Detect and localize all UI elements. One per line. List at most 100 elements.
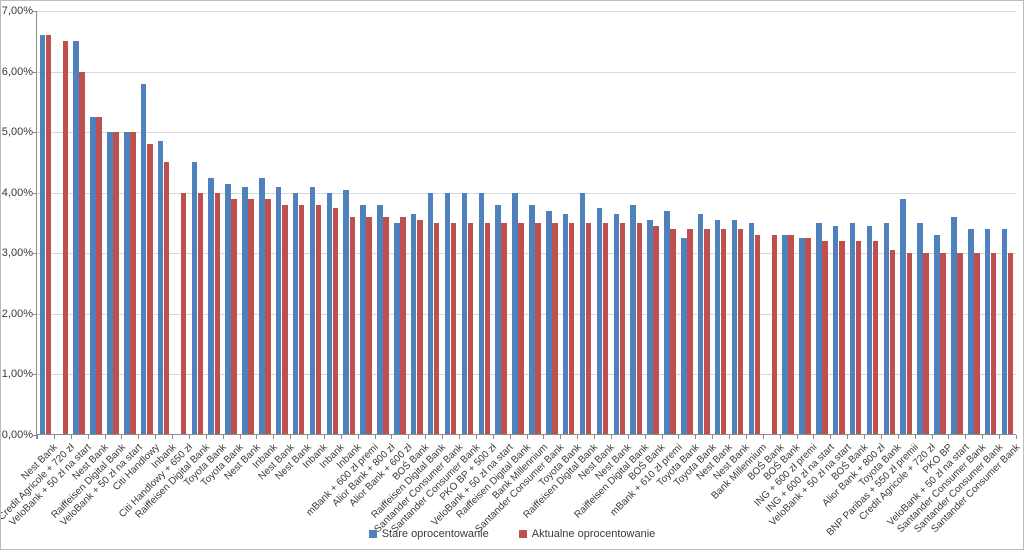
x-axis-tick xyxy=(931,435,933,439)
bar-aktualne xyxy=(518,223,524,434)
bar-aktualne xyxy=(940,253,946,434)
bar-aktualne xyxy=(315,204,322,434)
x-axis-tick xyxy=(391,435,393,439)
bar-aktualne xyxy=(670,229,676,434)
bar-aktualne xyxy=(147,144,153,434)
legend-label-aktualne: Aktualne oprocentowanie xyxy=(531,528,656,540)
x-axis-tick xyxy=(340,435,342,439)
y-axis-line xyxy=(36,11,37,439)
bar-stare xyxy=(360,204,366,434)
bar-aktualne xyxy=(163,162,170,434)
bar-stare xyxy=(309,186,316,434)
bar-stare xyxy=(275,186,282,434)
bar-stare xyxy=(832,226,839,434)
legend: Stare oprocentowanie Aktualne oprocentow… xyxy=(1,528,1023,540)
bar-aktualne xyxy=(754,235,761,434)
bar-stare xyxy=(444,192,451,434)
x-axis-tick xyxy=(847,435,849,439)
bar-stare xyxy=(107,132,113,434)
bar-aktualne xyxy=(180,192,187,434)
x-axis-tick xyxy=(999,435,1001,439)
x-axis-tick xyxy=(256,435,258,439)
bar-aktualne xyxy=(383,216,389,434)
x-axis-tick xyxy=(290,435,292,439)
bar-aktualne xyxy=(62,41,69,434)
bar-stare xyxy=(630,204,636,434)
x-axis-tick xyxy=(762,435,764,439)
x-axis-tick xyxy=(965,435,967,439)
bar-aktualne xyxy=(265,198,271,434)
bar-aktualne xyxy=(653,226,659,434)
bar-aktualne xyxy=(535,223,541,434)
bar-aktualne xyxy=(79,71,85,434)
bar-aktualne xyxy=(349,216,356,434)
bar-aktualne xyxy=(957,253,963,434)
bar-aktualne xyxy=(906,253,913,434)
bar-stare xyxy=(343,189,349,434)
bar-aktualne xyxy=(231,198,237,434)
y-axis-tick-label: 2,00% xyxy=(1,307,33,320)
x-axis-tick xyxy=(323,435,325,439)
bar-aktualne xyxy=(704,229,710,434)
x-axis-tick xyxy=(1016,435,1017,439)
legend-label-stare: Stare oprocentowanie xyxy=(381,528,489,540)
bar-stare xyxy=(647,219,653,434)
y-axis-tick-label: 1,00% xyxy=(1,368,33,381)
legend-swatch-aktualne xyxy=(518,530,527,538)
x-axis-tick xyxy=(577,435,579,439)
bar-aktualne xyxy=(552,223,558,434)
y-axis-tick xyxy=(33,132,37,134)
bar-aktualne xyxy=(737,229,744,434)
gridline xyxy=(37,71,1016,73)
x-axis-tick xyxy=(560,435,562,439)
bar-stare xyxy=(73,41,79,434)
bar-stare xyxy=(292,192,299,434)
bar-stare xyxy=(461,192,468,434)
y-axis-tick-label: 0,00% xyxy=(1,429,33,441)
bar-stare xyxy=(917,223,923,434)
x-axis-tick xyxy=(37,435,38,439)
x-axis-tick xyxy=(475,435,477,439)
bar-stare xyxy=(191,162,198,434)
bar-aktualne xyxy=(484,223,491,434)
bar-stare xyxy=(934,235,940,434)
bar-aktualne xyxy=(248,198,254,434)
x-axis-tick xyxy=(87,435,89,439)
gridline xyxy=(37,132,1016,134)
x-axis-tick xyxy=(627,435,629,439)
bar-aktualne xyxy=(687,229,693,434)
bar-aktualne xyxy=(872,241,879,434)
x-axis-tick xyxy=(138,435,140,439)
x-axis-tick xyxy=(374,435,376,439)
x-axis-tick xyxy=(729,435,731,439)
bar-aktualne xyxy=(130,132,136,434)
bar-stare xyxy=(546,210,552,434)
bar-aktualne xyxy=(923,253,929,434)
x-axis-tick xyxy=(864,435,866,439)
bar-stare xyxy=(968,229,974,434)
bar-aktualne xyxy=(298,204,305,434)
x-axis-tick xyxy=(830,435,832,439)
gridline xyxy=(37,192,1016,194)
bar-stare xyxy=(90,117,96,434)
x-axis-tick xyxy=(104,435,106,439)
bar-aktualne xyxy=(771,235,778,434)
x-axis-tick xyxy=(155,435,157,439)
x-axis-tick xyxy=(188,435,190,439)
x-axis-tick xyxy=(610,435,612,439)
bar-stare xyxy=(664,210,670,434)
bar-stare xyxy=(326,192,333,434)
bar-stare xyxy=(748,223,755,434)
bar-aktualne xyxy=(602,223,609,434)
bar-stare xyxy=(866,226,873,434)
gridline xyxy=(37,374,1016,376)
bar-aktualne xyxy=(417,219,423,434)
bar-aktualne xyxy=(990,253,997,434)
bar-aktualne xyxy=(1007,253,1014,434)
x-axis-tick xyxy=(425,435,427,439)
bar-aktualne xyxy=(332,207,339,434)
x-axis-tick xyxy=(644,435,646,439)
bar-aktualne xyxy=(619,223,626,434)
y-axis-tick-label: 7,00% xyxy=(1,5,33,17)
bar-stare xyxy=(782,235,788,434)
